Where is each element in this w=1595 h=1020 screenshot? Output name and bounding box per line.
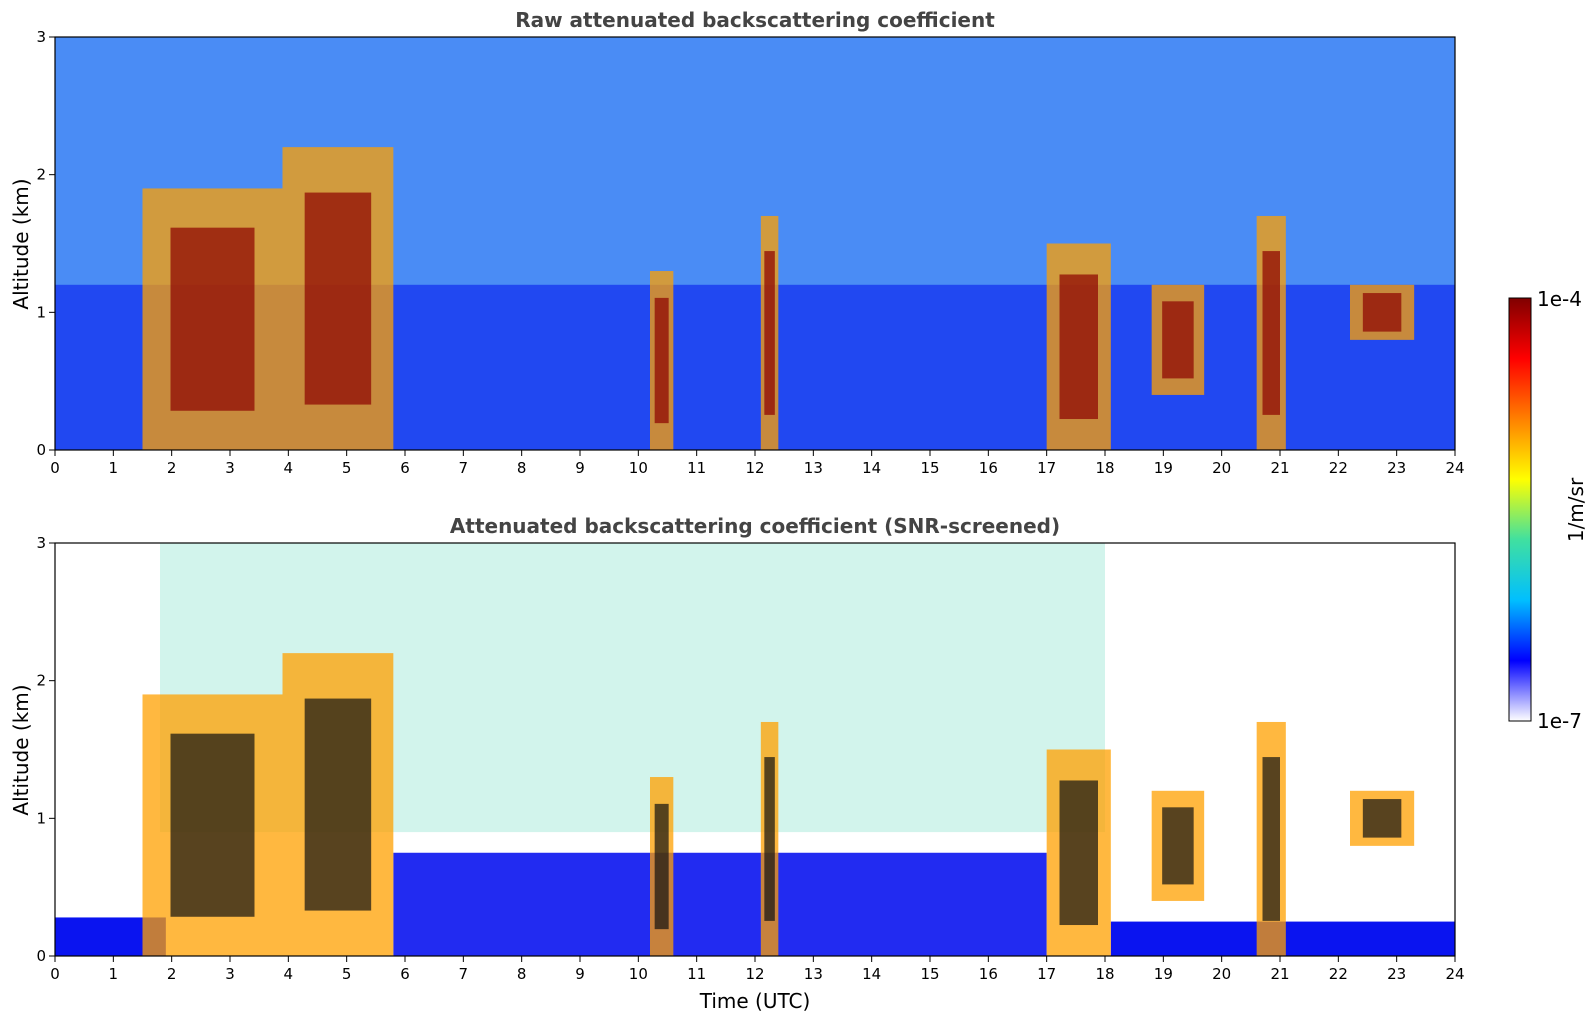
x-tick-label: 8 xyxy=(517,965,527,983)
x-tick-label: 16 xyxy=(979,965,998,983)
colorbar-unit-label: 1/m/sr xyxy=(1564,477,1588,542)
x-tick-label: 6 xyxy=(400,965,410,983)
x-tick-label: 17 xyxy=(1037,965,1056,983)
cloud-core xyxy=(1059,780,1098,926)
x-tick-label: 20 xyxy=(1212,459,1231,477)
x-tick-label: 22 xyxy=(1329,459,1348,477)
x-tick-label: 3 xyxy=(225,965,235,983)
x-tick-label: 21 xyxy=(1270,965,1289,983)
x-tick-label: 13 xyxy=(804,965,823,983)
x-tick-label: 24 xyxy=(1445,965,1464,983)
x-tick-label: 11 xyxy=(687,459,706,477)
raw-heatmap xyxy=(55,37,1455,450)
x-tick-label: 22 xyxy=(1329,965,1348,983)
cloud-core xyxy=(1162,807,1194,885)
x-tick-label: 18 xyxy=(1095,965,1114,983)
x-tick-label: 9 xyxy=(575,459,585,477)
colorbar-min-label: 1e-7 xyxy=(1537,709,1582,733)
x-tick-label: 1 xyxy=(109,459,119,477)
x-tick-label: 7 xyxy=(459,965,469,983)
colorbar: 1e-4 1e-7 1/m/sr xyxy=(1508,287,1588,733)
x-tick-label: 13 xyxy=(804,459,823,477)
cloud-core xyxy=(1362,799,1402,838)
x-tick-label: 5 xyxy=(342,965,352,983)
cloud-core xyxy=(1162,301,1194,379)
x-tick-label: 21 xyxy=(1270,459,1289,477)
x-tick-label: 3 xyxy=(225,459,235,477)
screened-x-axis: 0 1 2 3 4 5 6 7 8 9 10 11 12 13 14 15 16 17 18 19 20 21 22 23 24 xyxy=(50,956,1465,983)
x-tick-label: 12 xyxy=(745,459,764,477)
x-tick-label: 2 xyxy=(167,459,177,477)
x-tick-label: 12 xyxy=(745,965,764,983)
y-tick-label: 1 xyxy=(36,303,46,321)
cloud-core xyxy=(1362,293,1402,332)
colorbar-gradient xyxy=(1508,297,1532,722)
y-tick-label: 2 xyxy=(36,166,46,184)
x-tick-label: 4 xyxy=(284,459,294,477)
x-tick-label: 18 xyxy=(1095,459,1114,477)
y-tick-label: 0 xyxy=(36,441,46,459)
raw-y-axis-label: Altitude (km) xyxy=(9,178,33,309)
x-tick-label: 24 xyxy=(1445,459,1464,477)
cloud-core xyxy=(654,803,669,930)
x-tick-label: 0 xyxy=(50,459,60,477)
x-tick-label: 17 xyxy=(1037,459,1056,477)
cloud-core xyxy=(1262,251,1280,415)
cloud-core xyxy=(764,251,775,415)
cloud-core xyxy=(654,297,669,424)
screened-backscatter-panel: Attenuated backscattering coefficient (S… xyxy=(9,514,1465,1013)
x-tick-label: 2 xyxy=(167,965,177,983)
x-tick-label: 8 xyxy=(517,459,527,477)
x-tick-label: 23 xyxy=(1387,459,1406,477)
y-tick-label: 0 xyxy=(36,947,46,965)
x-tick-label: 19 xyxy=(1154,965,1173,983)
x-tick-label: 16 xyxy=(979,459,998,477)
cloud-core xyxy=(170,733,255,917)
screened-y-axis: 0 1 2 3 xyxy=(36,534,55,965)
y-tick-label: 3 xyxy=(36,534,46,552)
x-tick-label: 10 xyxy=(629,459,648,477)
raw-x-axis: 0 1 2 3 4 5 6 7 8 9 10 11 12 13 14 15 16 17 18 19 20 21 22 23 24 xyxy=(50,450,1465,477)
cloud-core xyxy=(304,192,372,405)
x-tick-label: 10 xyxy=(629,965,648,983)
x-tick-label: 1 xyxy=(109,965,119,983)
x-tick-label: 23 xyxy=(1387,965,1406,983)
y-tick-label: 3 xyxy=(36,28,46,46)
x-tick-label: 6 xyxy=(400,459,410,477)
x-axis-label: Time (UTC) xyxy=(699,989,811,1013)
x-tick-label: 15 xyxy=(920,965,939,983)
cloud-core xyxy=(304,698,372,911)
cloud-core xyxy=(1059,274,1098,420)
screened-low-signal xyxy=(393,852,1047,956)
x-tick-label: 9 xyxy=(575,965,585,983)
x-tick-label: 5 xyxy=(342,459,352,477)
raw-backscatter-panel: Raw attenuated backscattering coefficien… xyxy=(9,8,1465,477)
x-tick-label: 11 xyxy=(687,965,706,983)
x-tick-label: 20 xyxy=(1212,965,1231,983)
x-tick-label: 14 xyxy=(862,459,881,477)
screened-panel-title: Attenuated backscattering coefficient (S… xyxy=(450,514,1060,538)
cloud-core xyxy=(170,227,255,411)
y-tick-label: 2 xyxy=(36,672,46,690)
x-tick-label: 4 xyxy=(284,965,294,983)
x-tick-label: 19 xyxy=(1154,459,1173,477)
x-tick-label: 0 xyxy=(50,965,60,983)
x-tick-label: 15 xyxy=(920,459,939,477)
y-tick-label: 1 xyxy=(36,809,46,827)
colorbar-max-label: 1e-4 xyxy=(1537,287,1582,311)
cloud-core xyxy=(1262,757,1280,921)
raw-y-axis: 0 1 2 3 xyxy=(36,28,55,459)
x-tick-label: 7 xyxy=(459,459,469,477)
raw-panel-title: Raw attenuated backscattering coefficien… xyxy=(515,8,995,32)
cloud-core xyxy=(764,757,775,921)
screened-heatmap xyxy=(55,543,1455,956)
screened-y-axis-label: Altitude (km) xyxy=(9,684,33,815)
x-tick-label: 14 xyxy=(862,965,881,983)
